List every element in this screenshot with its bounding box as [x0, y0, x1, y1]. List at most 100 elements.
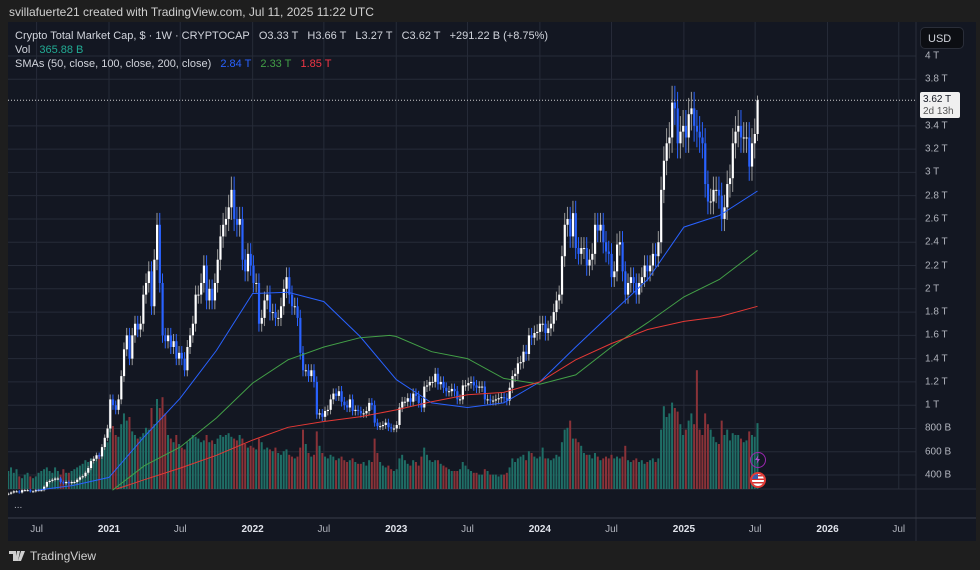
candle-body — [679, 131, 682, 144]
volume-bar — [260, 442, 263, 489]
volume-bar — [8, 471, 10, 489]
tradingview-footer[interactable]: TradingView — [9, 549, 96, 563]
volume-bar — [359, 463, 362, 489]
candle-body — [23, 490, 26, 492]
candle-body — [381, 424, 385, 427]
candle-body — [519, 362, 522, 364]
candle-body — [500, 397, 503, 399]
time-tick-label: Jul — [892, 524, 906, 535]
volume-bar — [401, 454, 404, 489]
volume-bar — [489, 474, 492, 489]
volume-legend[interactable]: Vol 365.88 B — [15, 44, 89, 56]
volume-bar — [257, 438, 260, 489]
candle-body — [409, 398, 412, 402]
volume-bar — [522, 454, 525, 489]
candle-body — [32, 491, 35, 493]
volume-bar — [582, 453, 585, 489]
time-tick-label: Jul — [461, 524, 474, 535]
volume-bar — [40, 471, 43, 489]
volume-bar — [29, 476, 32, 489]
candle-body — [227, 207, 230, 219]
volume-bar — [120, 424, 123, 489]
candle-body — [357, 409, 360, 412]
volume-bar — [324, 456, 327, 489]
volume-bar — [213, 444, 216, 489]
volume-bar — [470, 471, 473, 489]
volume-bar — [423, 447, 426, 489]
us-flag-event-icon[interactable] — [750, 472, 766, 488]
volume-bar — [106, 442, 109, 489]
volume-bar — [514, 462, 517, 489]
volume-bar — [285, 449, 288, 489]
candle-body — [665, 143, 668, 161]
currency-button[interactable]: USD — [920, 27, 964, 49]
volume-bar — [216, 438, 219, 489]
volume-bar — [290, 456, 293, 489]
last-price-value: 3.62 T — [923, 94, 952, 105]
pane-menu-button[interactable]: ... — [14, 500, 23, 511]
candle-body — [128, 335, 131, 359]
candle-body — [109, 399, 112, 429]
volume-bar — [98, 454, 101, 489]
volume-bar — [191, 435, 194, 489]
volume-bar — [45, 467, 48, 489]
candle-body — [445, 387, 448, 392]
candle-body — [555, 300, 558, 313]
volume-bar — [566, 427, 569, 489]
chart-panel[interactable] — [8, 22, 976, 541]
volume-bar — [227, 433, 230, 489]
candle-body — [59, 478, 62, 483]
candle-body — [329, 399, 332, 410]
symbol-title[interactable]: Crypto Total Market Cap, $ · 1W · CRYPTO… — [15, 30, 250, 42]
volume-bar — [357, 463, 360, 489]
candle-body — [164, 335, 167, 342]
candle-body — [340, 391, 343, 402]
candle-body — [161, 282, 164, 336]
volume-bar — [241, 438, 244, 489]
volume-bar — [340, 456, 343, 489]
candle-body — [638, 282, 641, 295]
volume-bar — [189, 438, 192, 489]
candle-body — [167, 335, 170, 342]
candle-body — [706, 184, 710, 202]
volume-bar — [676, 411, 679, 489]
volume-bar — [332, 456, 335, 489]
sma-legend[interactable]: SMAs (50, close, 100, close, 200, close)… — [15, 58, 337, 70]
candle-body — [260, 317, 263, 324]
candle-body — [142, 294, 145, 324]
volume-bar — [230, 436, 233, 489]
lightning-event-icon[interactable] — [750, 452, 766, 468]
candle-body — [133, 323, 137, 336]
candle-body — [574, 213, 577, 249]
volume-bar — [704, 413, 707, 489]
volume-bar — [368, 460, 371, 489]
candle-body — [552, 312, 555, 324]
candle-body — [208, 288, 211, 301]
candle-body — [379, 426, 382, 428]
candle-body — [698, 131, 701, 138]
candle-body — [693, 108, 696, 126]
price-tick-label: 2.2 T — [925, 260, 948, 272]
time-tick-label: 2022 — [241, 524, 264, 535]
volume-bar — [571, 438, 574, 489]
candle-body — [742, 137, 745, 139]
candle-body — [497, 398, 500, 400]
candle-body — [103, 437, 106, 448]
candle-body — [326, 409, 329, 412]
candle-body — [244, 259, 247, 272]
candle-body — [87, 468, 90, 473]
candle-body — [348, 399, 352, 408]
candle-body — [470, 381, 473, 384]
volume-bar — [492, 474, 495, 489]
candle-body — [384, 422, 387, 425]
volume-bar — [246, 447, 249, 489]
volume-bar — [687, 420, 690, 489]
candle-body — [734, 131, 737, 144]
candle-body — [122, 349, 126, 377]
price-chart[interactable] — [8, 22, 976, 541]
volume-bar — [313, 454, 316, 489]
volume-bar — [310, 456, 313, 489]
candle-body — [431, 381, 434, 383]
candle-body — [194, 294, 197, 324]
candle-body — [439, 381, 442, 385]
